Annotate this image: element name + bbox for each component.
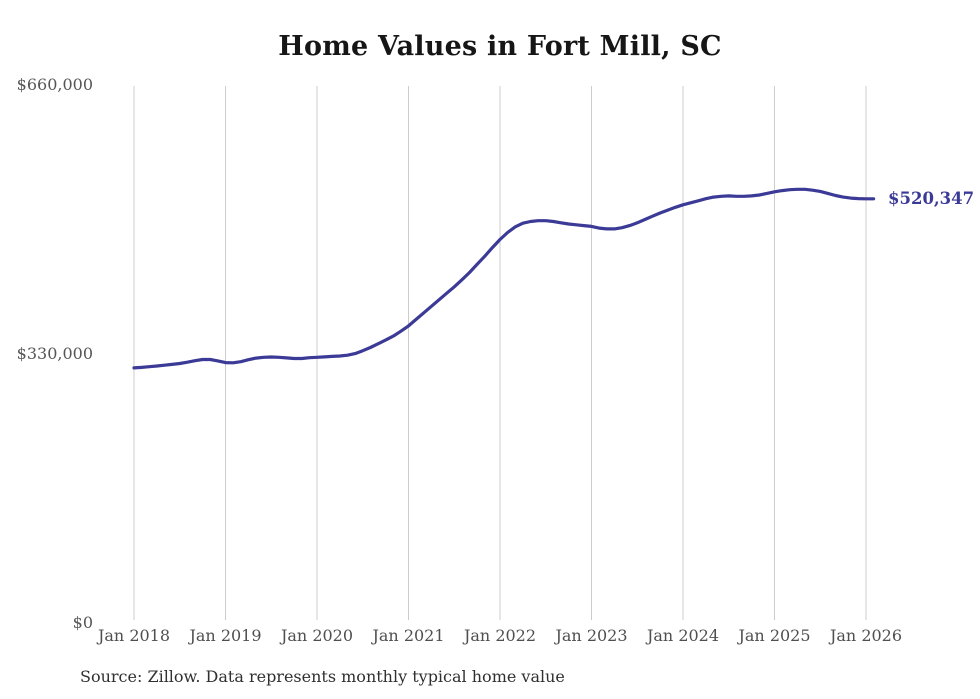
latest-value-label: $520,347 [888,189,975,209]
x-tick-label-jan-2023: Jan 2023 [555,626,628,645]
y-tick-label-330000: $330,000 [16,344,93,363]
y-tick-label-660000: $660,000 [16,75,93,94]
x-tick-label-jan-2021: Jan 2021 [372,626,445,645]
chart-title: Home Values in Fort Mill, SC [278,31,722,62]
x-tick-label-jan-2022: Jan 2022 [463,626,537,645]
x-tick-label-jan-2026: Jan 2026 [829,626,903,645]
x-tick-label-jan-2019: Jan 2019 [189,626,262,645]
y-tick-label-0: $0 [72,613,93,632]
x-tick-label-jan-2020: Jan 2020 [280,626,354,645]
x-tick-label-jan-2025: Jan 2025 [738,626,811,645]
home-value-line [132,187,876,370]
x-tick-label-jan-2024: Jan 2024 [646,626,720,645]
source-note: Source: Zillow. Data represents monthly … [80,667,565,686]
x-tick-label-jan-2018: Jan 2018 [97,626,171,645]
